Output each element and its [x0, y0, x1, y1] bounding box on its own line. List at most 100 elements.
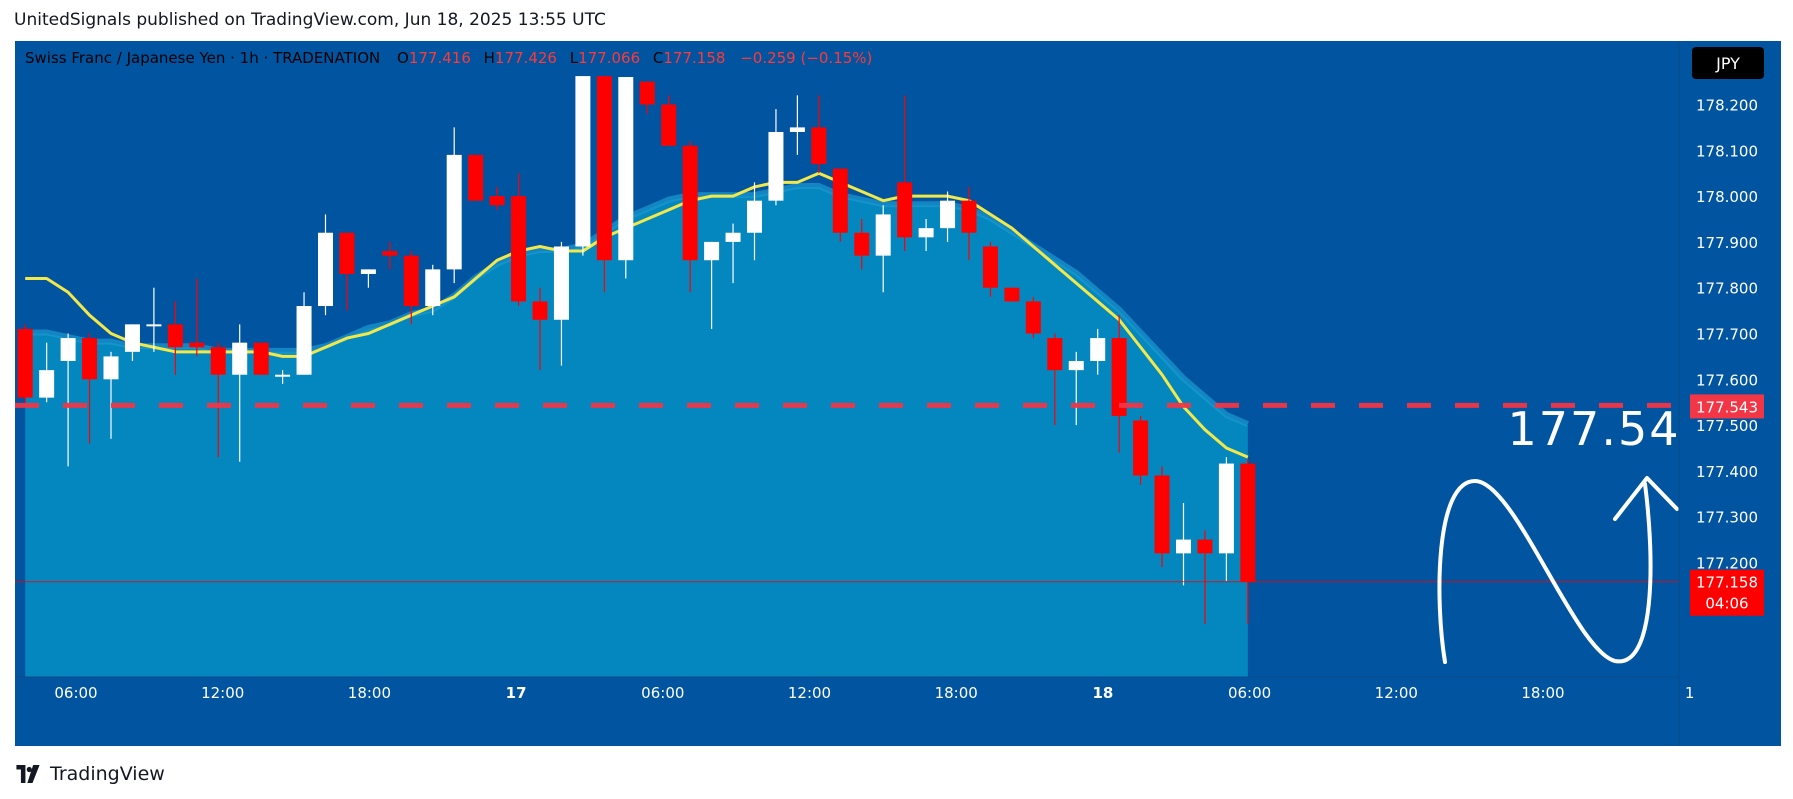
candle-body: [940, 200, 956, 229]
candle: [961, 186, 977, 261]
candle-body: [897, 182, 913, 238]
last-price-badge-text: 177.158: [1696, 574, 1758, 592]
candle-body: [1154, 475, 1170, 554]
time-tick-label: 12:00: [201, 684, 244, 702]
price-tick-label: 177.500: [1696, 417, 1758, 435]
candle-body: [1218, 463, 1234, 554]
projection-arrow: [1437, 476, 1679, 664]
candle: [1090, 328, 1106, 375]
candle: [875, 205, 891, 293]
candle-body: [982, 246, 998, 288]
candle-body: [167, 324, 183, 348]
candle-body: [832, 168, 848, 233]
footer[interactable]: TradingView: [14, 760, 165, 788]
candle: [532, 287, 548, 371]
candle: [39, 342, 55, 403]
time-axis-band: [15, 677, 1679, 707]
candle-body: [747, 200, 762, 233]
candle: [553, 241, 569, 366]
candle: [232, 324, 248, 462]
candle: [403, 251, 419, 325]
candle-body: [961, 200, 977, 233]
candle-body: [468, 154, 484, 201]
candle-body: [639, 81, 655, 105]
chart-panel[interactable]: 177.54 06:00 12:00 18:00 17 06:00 12:00 18:00 1…: [15, 41, 1781, 746]
tradingview-logo-icon: [16, 765, 40, 783]
candle-body: [1047, 338, 1063, 371]
price-tick-label: 177.700: [1696, 326, 1758, 344]
candle-body: [811, 127, 827, 165]
countdown-text: 04:06: [1705, 595, 1748, 613]
legend-close: 177.158: [663, 49, 725, 67]
candle-body: [1176, 539, 1191, 554]
price-tick-label: 177.400: [1696, 463, 1758, 481]
candle-body: [1240, 463, 1256, 582]
candle: [811, 95, 827, 174]
candle-body: [382, 251, 398, 256]
candle-body: [253, 342, 269, 375]
candle: [897, 95, 913, 252]
candle-body: [1090, 338, 1106, 361]
candle: [725, 223, 741, 284]
candle-body: [60, 338, 76, 361]
candle-body: [425, 269, 441, 307]
time-tick-label: 06:00: [641, 684, 684, 702]
candle-body: [339, 232, 355, 274]
legend-high: 177.426: [495, 49, 557, 67]
legend-l-label: L: [570, 49, 579, 67]
price-tick-label: 177.200: [1696, 555, 1758, 573]
time-tick-label: 06:00: [1228, 684, 1271, 702]
time-tick-label: 18:00: [1521, 684, 1564, 702]
candle-body: [1025, 301, 1041, 334]
candle: [382, 241, 398, 270]
candle-body: [1133, 420, 1149, 476]
candle: [1197, 530, 1213, 624]
time-tick-label: 18: [1092, 684, 1113, 702]
candle-body: [103, 356, 119, 380]
candle-body: [146, 324, 162, 327]
candle: [1025, 296, 1041, 339]
candle-body: [232, 342, 248, 375]
candle: [318, 214, 333, 316]
candle-body: [189, 342, 205, 348]
candle-body: [17, 328, 33, 398]
overlay-layer: 177.54: [15, 402, 1681, 664]
candle: [940, 191, 956, 242]
currency-button[interactable]: JPY: [1692, 47, 1764, 79]
legend-h-label: H: [484, 49, 495, 67]
candle-body: [39, 370, 55, 398]
candle-body: [403, 255, 419, 307]
price-tick-label: 177.600: [1696, 371, 1758, 389]
candle: [639, 81, 655, 114]
candle: [854, 219, 870, 270]
candle: [275, 370, 291, 384]
candle: [1068, 351, 1084, 426]
candle: [253, 342, 269, 375]
candle-body: [618, 77, 634, 261]
legend-change: −0.259 (−0.15%): [740, 49, 872, 67]
time-tick-label: 18:00: [935, 684, 978, 702]
candle: [103, 351, 119, 439]
price-tick-label: 177.300: [1696, 509, 1758, 527]
svg-text:Swiss Franc / Japanese Yen ·: Swiss Franc / Japanese Yen · 1h · TRADEN…: [25, 49, 872, 67]
candle: [982, 241, 998, 297]
moving-average-line: [25, 171, 1249, 459]
price-axis: 178.200 178.100 178.000 177.900 177.800 177.7…: [1690, 97, 1764, 616]
candle-body: [360, 269, 376, 274]
candle: [210, 342, 226, 458]
price-chart[interactable]: 177.54 06:00 12:00 18:00 17 06:00 12:00 18:00 1…: [15, 41, 1781, 746]
target-price-label: 177.54: [1508, 402, 1681, 456]
price-tick-label: 177.800: [1696, 280, 1758, 298]
legend-low: 177.066: [578, 49, 640, 67]
candle-body: [1197, 539, 1213, 554]
candle: [82, 333, 98, 444]
candle-body: [532, 301, 548, 320]
candle-body: [446, 154, 462, 270]
candle-body: [296, 306, 312, 375]
candle: [446, 127, 462, 284]
candle: [296, 292, 312, 375]
currency-label: JPY: [1715, 54, 1740, 73]
last-price-badge: 177.158 04:06: [1690, 569, 1764, 616]
time-tick-label: 06:00: [54, 684, 97, 702]
legend-symbol: Swiss Franc / Japanese Yen · 1h · TRADEN…: [25, 49, 380, 67]
